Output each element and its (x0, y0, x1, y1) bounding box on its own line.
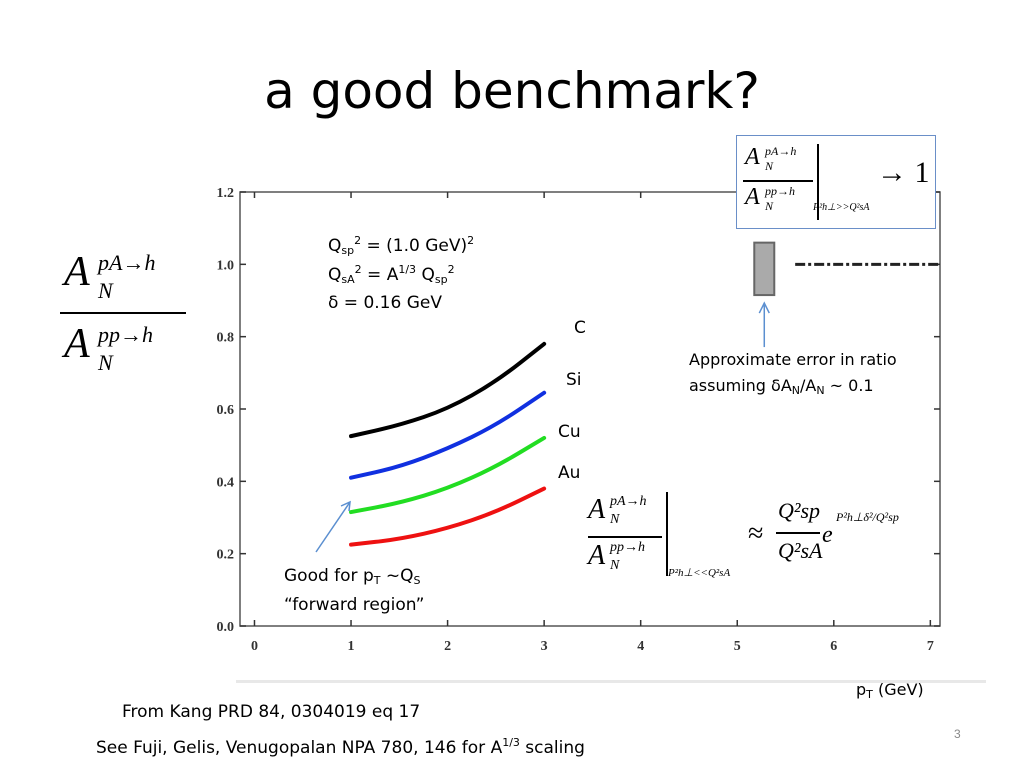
box-fraction-bar (743, 180, 813, 182)
param-line-2: QsA2 = A1/3 Qsp2 (328, 263, 455, 286)
series-line-si (349, 390, 547, 480)
limit-equation-box: A pA→h N A pp→h N P²h⊥>>Q²sA → 1 (736, 135, 936, 229)
series-label-au: Au (558, 463, 581, 483)
approx-symbol: ≈ (748, 518, 764, 549)
y-tick-label: 0.8 (217, 331, 235, 346)
param-line-3: δ = 0.16 GeV (328, 293, 442, 313)
q-fraction-bar (776, 532, 820, 534)
box-num-base: A (745, 144, 760, 170)
y-tick-label: 0.4 (217, 475, 235, 490)
den-sub: N (98, 350, 113, 375)
footer-reference-2: See Fuji, Gelis, Venugopalan NPA 780, 14… (96, 736, 585, 758)
den-sup: pp→h (98, 322, 153, 347)
num-base: A (64, 249, 90, 295)
error-note-line-2: assuming δAN/AN ~ 0.1 (689, 376, 874, 397)
y-tick-label: 1.0 (217, 258, 235, 273)
q-denominator: Q²sA (778, 538, 823, 563)
x-tick-label: 6 (830, 639, 837, 654)
approx-den-base: A (588, 540, 606, 571)
approx-num-sub: N (610, 512, 620, 527)
slide-title: a good benchmark? (264, 62, 760, 120)
num-sup: pA→h (98, 250, 156, 275)
series-line-au (349, 486, 547, 547)
page-number: 3 (954, 727, 961, 741)
y-tick-label: 1.2 (217, 186, 235, 201)
box-num-sub: N (765, 159, 774, 173)
ratio-chart: 0.0 0.2 0.4 0.6 0.8 1.0 1.2 0 1 2 3 4 5 6 7 (217, 186, 941, 654)
x-tick-label: 7 (927, 639, 934, 654)
x-tick-label: 4 (637, 639, 644, 654)
x-tick-label: 5 (734, 639, 741, 654)
error-arrow-head (758, 301, 770, 314)
footer-reference-1: From Kang PRD 84, 0304019 eq 17 (122, 702, 421, 722)
evaluation-bar (817, 144, 819, 220)
box-num-sup: pA→h (765, 144, 797, 158)
den-base: A (64, 321, 90, 367)
good-arrow-head (340, 500, 351, 512)
series-line-c (349, 341, 547, 439)
limit-value: → 1 (877, 156, 930, 189)
x-axis-title: pT (GeV) (856, 680, 924, 701)
approx-num-base: A (588, 494, 606, 525)
q-numerator: Q²sp (778, 498, 821, 523)
approx-evaluation-bar (666, 492, 668, 576)
box-den-base: A (745, 184, 760, 210)
series-line-cu (349, 435, 547, 515)
good-note-line-2: “forward region” (284, 595, 425, 615)
approx-equation: A pA→h N A pp→h N P²h⊥<<Q²sA ≈ Q²sp Q²sA… (588, 490, 928, 590)
divider-line (236, 680, 986, 683)
series-label-si: Si (566, 370, 582, 390)
x-tick-label: 0 (251, 639, 258, 654)
approx-fraction-bar (588, 536, 662, 538)
approx-num-sup: pA→h (610, 494, 647, 509)
error-bar (753, 241, 776, 297)
exp-power: P²h⊥δ²/Q²sp (836, 510, 899, 524)
box-den-sup: pp→h (765, 184, 795, 198)
series-label-c: C (574, 318, 586, 338)
error-note-line-1: Approximate error in ratio (689, 350, 897, 369)
ratio-equation: A pA→h N A pp→h N (58, 248, 188, 388)
y-tick-label: 0.0 (217, 620, 235, 635)
box-den-sub: N (765, 199, 774, 213)
num-sub: N (98, 278, 113, 303)
y-tick-label: 0.6 (217, 403, 235, 418)
series-label-cu: Cu (558, 422, 581, 442)
fraction-bar (60, 312, 186, 314)
x-tick-label: 2 (444, 639, 451, 654)
good-note-line-1: Good for pT ~QS (284, 566, 421, 587)
good-arrow-shaft (315, 501, 351, 553)
approx-den-sub: N (610, 558, 620, 573)
x-tick-label: 1 (348, 639, 355, 654)
limit-condition: P²h⊥>>Q²sA (813, 202, 870, 213)
exp-base: e (822, 522, 833, 548)
x-tick-label: 3 (541, 639, 548, 654)
y-tick-label: 0.2 (217, 548, 235, 563)
approx-den-sup: pp→h (610, 540, 645, 555)
param-line-1: Qsp2 = (1.0 GeV)2 (328, 234, 475, 257)
approx-condition: P²h⊥<<Q²sA (668, 567, 731, 579)
